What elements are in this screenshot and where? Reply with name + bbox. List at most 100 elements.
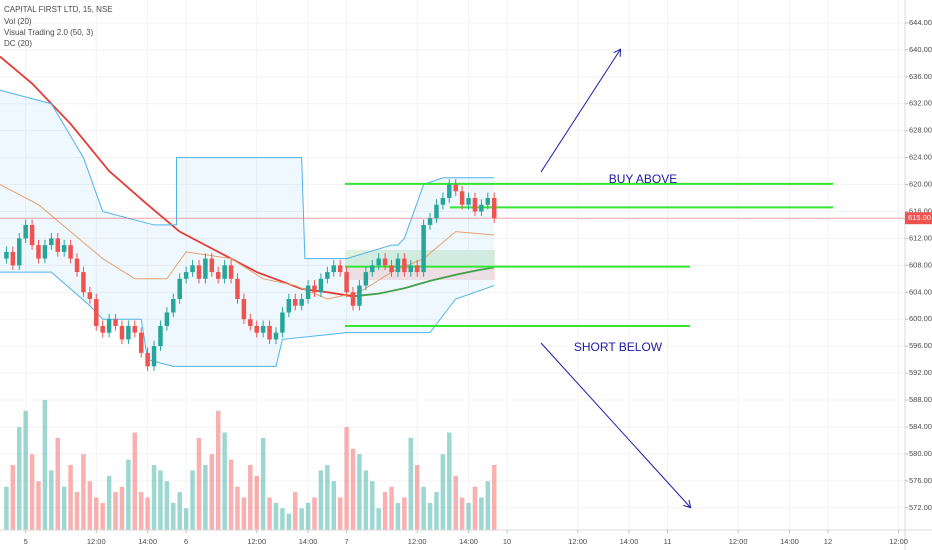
volume-bar [196, 437, 202, 530]
candle-body [23, 224, 28, 239]
volume-bar [177, 492, 182, 530]
volume-bar [491, 465, 497, 530]
volume-bar [363, 470, 369, 530]
zone [345, 266, 495, 280]
candle-body [447, 184, 452, 198]
zone [345, 250, 495, 266]
candle-body [312, 285, 317, 293]
volume-bar [113, 492, 118, 530]
x-tick-label: 12:00 [87, 537, 106, 546]
volume-bar [389, 486, 394, 530]
candle-body [260, 325, 266, 333]
arrow [540, 50, 620, 173]
volume-bar [376, 508, 381, 530]
volume-bar [209, 454, 215, 530]
candle-body [61, 245, 67, 252]
volume-bar [357, 454, 362, 530]
volume-bar [414, 465, 420, 530]
volume-bar [81, 454, 86, 530]
candle-body [357, 285, 362, 306]
volume-bar [248, 465, 253, 530]
candle-body [248, 319, 253, 326]
volume-bar [395, 502, 401, 530]
candle-body [209, 258, 215, 273]
volume-bar [17, 427, 22, 530]
x-tick-label: 14:00 [459, 537, 478, 546]
candle-body [459, 191, 465, 205]
candle-body [164, 312, 170, 326]
volume-bar [138, 492, 144, 530]
candle-body [228, 265, 234, 279]
x-tick-label: 5 [24, 537, 28, 546]
x-tick-label: 14:00 [780, 537, 799, 546]
volume-bar [331, 481, 337, 530]
candle-body [190, 265, 195, 273]
candle-body [119, 325, 125, 340]
volume-bar [74, 492, 80, 530]
candle-body [254, 325, 259, 333]
candle-body [337, 265, 343, 273]
candle-body [177, 278, 182, 300]
volume-bar [29, 454, 35, 530]
candle-body [10, 251, 16, 266]
x-tick-label: 14:00 [620, 537, 639, 546]
candle-body [55, 238, 61, 252]
volume-bar [485, 481, 491, 530]
legend-entry: Visual Trading 2.0 (50, 3) [4, 28, 94, 37]
candle-body [235, 278, 240, 300]
y-tick-label: 632.00 [909, 99, 932, 108]
annotation: SHORT BELOW [574, 340, 663, 354]
x-tick-label: 12 [824, 537, 832, 546]
price-tag-label: 615.00 [908, 213, 931, 222]
volume-bar [280, 508, 285, 530]
volume-bar [350, 448, 356, 530]
candle-body [305, 285, 311, 300]
candle-body [440, 197, 446, 205]
volume-bar [151, 465, 157, 530]
x-tick-label: 12:00 [568, 537, 587, 546]
candle-body [113, 319, 118, 326]
candle-body [273, 332, 279, 340]
volume-bar [106, 475, 112, 530]
candle-body [145, 352, 150, 367]
indicator-line [0, 271, 495, 367]
volume-bar [299, 508, 304, 530]
y-tick-label: 596.00 [909, 341, 932, 350]
volume-bar [36, 481, 41, 530]
price-tag [905, 212, 932, 225]
candle-body [427, 218, 433, 225]
candle-body [491, 197, 497, 219]
candle-body [472, 197, 478, 212]
candle-body [376, 258, 381, 266]
volume-bar [171, 502, 176, 530]
candle-body [87, 292, 93, 300]
candle-body [132, 325, 138, 333]
candle-body [421, 224, 426, 273]
candle-body [414, 265, 420, 273]
volume-bar [472, 486, 478, 530]
candle-body [49, 238, 54, 246]
candle-body [485, 197, 491, 205]
candle-body [325, 272, 330, 279]
volume-bar [370, 481, 375, 530]
arrow [540, 342, 690, 507]
volume-bar [228, 459, 234, 530]
y-tick-label: 588.00 [909, 395, 932, 404]
volume-bar [132, 432, 138, 530]
candle-body [331, 265, 337, 273]
volume-bar [119, 486, 125, 530]
y-tick-label: 628.00 [909, 126, 932, 135]
candle-body [151, 346, 157, 367]
indicator-line [352, 266, 495, 298]
volume-bar [479, 497, 484, 530]
candle-body [215, 272, 221, 279]
candle-body [267, 325, 272, 340]
y-tick-label: 608.00 [909, 260, 932, 269]
volume-bar [49, 470, 54, 530]
y-tick-label: 584.00 [909, 422, 932, 431]
candle-body [363, 272, 369, 286]
volume-bar [183, 508, 189, 530]
candle-body [94, 299, 99, 326]
volume-bar [10, 465, 16, 530]
candle-body [158, 325, 163, 347]
